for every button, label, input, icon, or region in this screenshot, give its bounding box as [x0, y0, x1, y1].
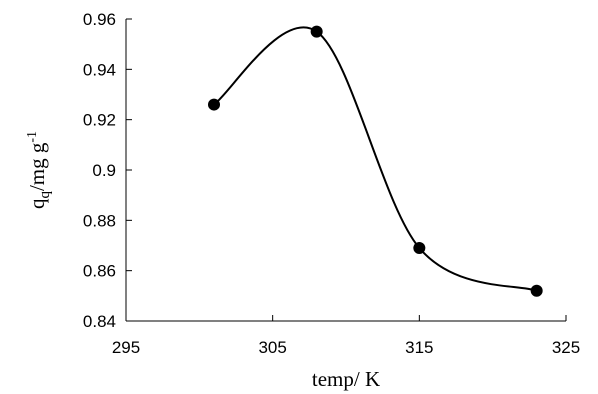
y-axis-title-mid: /mg g	[25, 142, 49, 191]
data-point	[530, 284, 543, 297]
y-tick-label: 0.94	[83, 60, 116, 79]
y-axis-title-subscript: q	[37, 191, 53, 199]
y-tick-label: 0.96	[83, 10, 116, 29]
y-tick-label: 0.86	[83, 262, 116, 281]
y-axis-title-base: q	[25, 198, 49, 209]
series-line	[213, 26, 538, 292]
y-tick-label: 0.88	[83, 211, 116, 230]
x-axis-title: temp/ K	[312, 367, 380, 391]
data-point	[310, 25, 323, 38]
y-axis-title: qq/mg g-1	[25, 131, 53, 209]
ticks: 0.84 0.86 0.88 0.9 0.92 0.94 0.96 295 305 315 325	[83, 10, 580, 357]
x-tick-label: 315	[405, 338, 433, 357]
y-tick-label: 0.92	[83, 111, 116, 130]
y-axis-title-superscript: -1	[25, 131, 40, 143]
y-tick-label: 0.9	[92, 161, 116, 180]
x-tick-label: 305	[258, 338, 286, 357]
data-point	[413, 242, 426, 255]
plot-area	[208, 25, 543, 297]
x-tick-label: 295	[112, 338, 140, 357]
x-tick-label: 325	[552, 338, 580, 357]
axes	[125, 19, 566, 322]
data-point	[208, 98, 220, 111]
y-tick-label: 0.84	[83, 312, 116, 331]
